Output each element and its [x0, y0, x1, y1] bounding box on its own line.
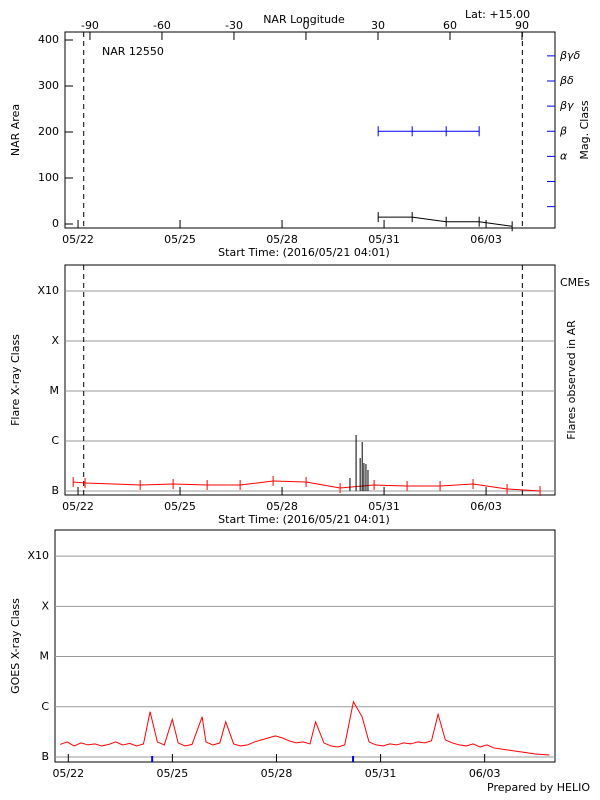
y-tick-label: 100: [38, 171, 59, 184]
x-tick-label: 06/03: [470, 233, 502, 246]
x2-tick-label: -60: [153, 19, 171, 32]
y2-tick-label: α: [560, 149, 568, 162]
x-tick-label: 05/25: [164, 500, 196, 513]
series-line: [378, 216, 513, 227]
plot-frame: [64, 264, 556, 496]
panel-title: NAR 12550: [102, 45, 164, 58]
y2-tick-label: βδ: [559, 74, 574, 87]
x-tick-label: 06/03: [470, 500, 502, 513]
plot-frame: [54, 529, 556, 763]
x2-axis-label: NAR Longitude: [263, 13, 345, 26]
x-tick-label: 05/31: [365, 767, 397, 780]
y-tick-label: 200: [38, 125, 59, 138]
plot-frame: [64, 31, 556, 229]
y-axis-label: NAR Area: [9, 104, 22, 156]
x2-tick-label: 30: [371, 19, 385, 32]
x-tick-label: 05/31: [368, 233, 400, 246]
y-axis-label: GOES X-ray Class: [9, 598, 22, 694]
y-tick-label: X: [41, 599, 49, 612]
x2-tick-label: -90: [81, 19, 99, 32]
x-tick-label: 05/28: [266, 500, 298, 513]
x2-tick-label: 0: [302, 19, 309, 32]
y-tick-label: 300: [38, 79, 59, 92]
y-tick-label: B: [51, 484, 59, 497]
y2-axis-label: Flares observed in AR: [565, 320, 578, 440]
x-tick-label: 05/22: [52, 767, 84, 780]
y2-axis-label: Mag. Class: [578, 100, 591, 159]
y-tick-label: X10: [37, 284, 59, 297]
x2-tick-label: 60: [443, 19, 457, 32]
y-tick-label: C: [51, 434, 59, 447]
y-axis-label: Flare X-ray Class: [9, 334, 22, 426]
x-tick-label: 05/28: [266, 233, 298, 246]
y-tick-label: C: [41, 700, 49, 713]
x-axis-label: Start Time: (2016/05/21 04:01): [218, 246, 390, 259]
series-line: [73, 480, 541, 492]
x-tick-label: 05/22: [62, 233, 94, 246]
y-tick-label: M: [40, 650, 50, 663]
x-tick-label: 05/25: [164, 233, 196, 246]
y2-tick-label: β: [559, 124, 567, 137]
y2-tick-label: βγδ: [559, 49, 581, 62]
y-tick-label: B: [41, 750, 49, 763]
x2-tick-label: 90: [515, 19, 529, 32]
y-tick-label: X: [51, 334, 59, 347]
series-line: [60, 700, 550, 756]
cme-label: CMEs: [560, 276, 590, 289]
x-tick-label: 06/03: [469, 767, 501, 780]
y2-tick-label: βγ: [559, 99, 574, 112]
y-tick-label: X10: [27, 549, 49, 562]
latitude: Lat: +15.00: [465, 8, 530, 21]
x-tick-label: 05/22: [62, 500, 94, 513]
y-tick-label: M: [50, 384, 60, 397]
x-axis-label: Start Time: (2016/05/21 04:01): [218, 513, 390, 526]
x-tick-label: 05/28: [261, 767, 293, 780]
footer: Prepared by HELIO: [487, 781, 590, 794]
x-tick-label: 05/31: [368, 500, 400, 513]
y-tick-label: 0: [52, 217, 59, 230]
x2-tick-label: -30: [225, 19, 243, 32]
y-tick-label: 400: [38, 33, 59, 46]
x-tick-label: 05/25: [157, 767, 189, 780]
